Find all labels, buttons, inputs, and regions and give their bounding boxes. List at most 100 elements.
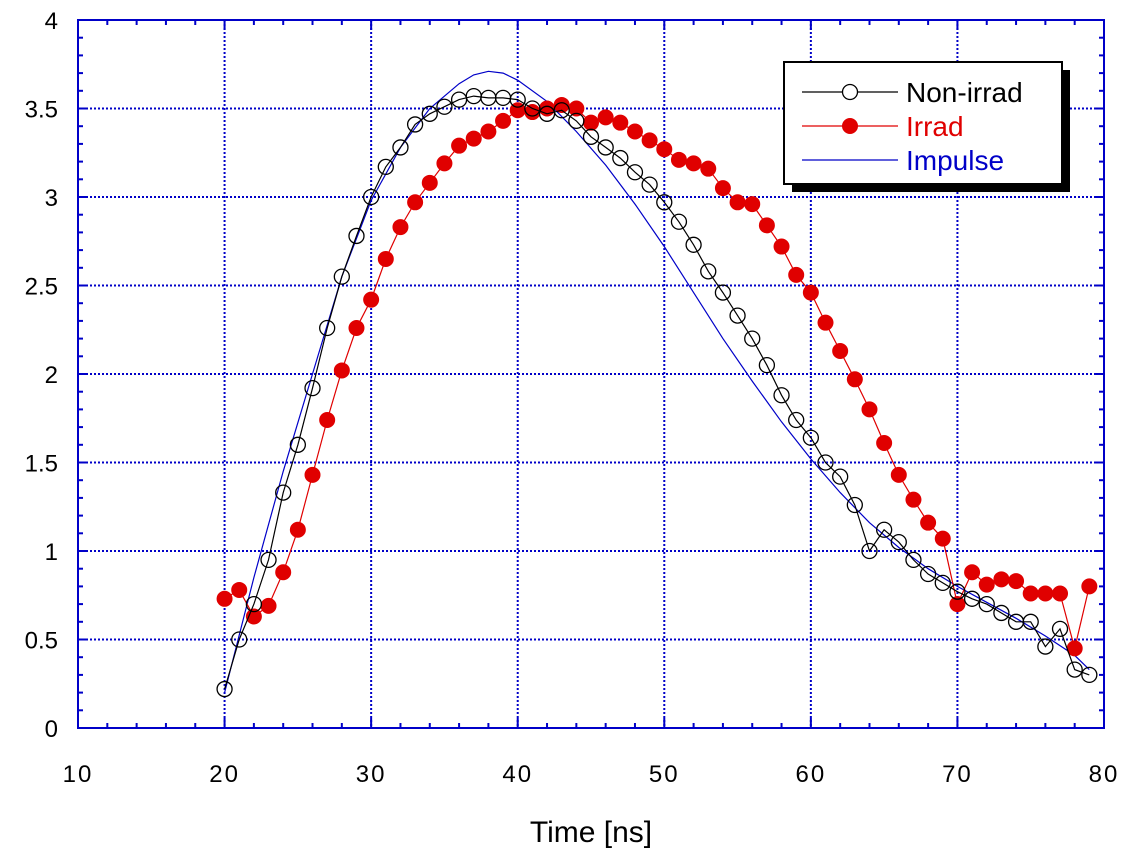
data-point-non-irrad	[890, 534, 907, 551]
data-point-non-irrad	[1037, 638, 1054, 655]
data-point-irrad	[289, 521, 306, 538]
data-point-irrad	[392, 219, 409, 236]
data-point-irrad	[583, 114, 599, 131]
data-point-non-irrad	[406, 116, 424, 133]
legend-item-impulse: Impulse	[802, 145, 1004, 176]
legend-swatch-marker	[841, 83, 859, 101]
data-point-irrad	[436, 155, 453, 172]
data-point-non-irrad	[875, 521, 893, 538]
data-point-irrad	[480, 123, 497, 140]
data-point-non-irrad	[1081, 666, 1098, 684]
data-point-irrad	[685, 155, 702, 172]
legend-label: Impulse	[906, 145, 1004, 176]
data-point-non-irrad	[1022, 613, 1039, 630]
data-point-non-irrad	[392, 139, 409, 156]
data-point-irrad	[758, 217, 775, 234]
data-point-irrad	[216, 590, 233, 607]
data-point-non-irrad	[216, 680, 233, 698]
data-point-irrad	[612, 114, 629, 131]
data-point-irrad	[1037, 585, 1054, 602]
data-point-irrad	[495, 112, 512, 129]
data-point-irrad	[363, 291, 380, 308]
data-point-irrad	[348, 319, 365, 336]
y-tick-label: 4	[45, 8, 58, 35]
data-point-non-irrad	[905, 551, 922, 568]
x-tick-label: 50	[649, 761, 680, 788]
data-point-non-irrad	[597, 139, 614, 156]
data-point-non-irrad	[656, 194, 673, 211]
axis-ticks	[77, 19, 1105, 729]
data-point-non-irrad	[333, 268, 350, 285]
series-irrad	[216, 96, 1098, 657]
data-point-irrad	[407, 194, 424, 211]
series-line-impulse	[224, 70, 1090, 693]
data-point-non-irrad	[319, 319, 336, 337]
data-point-irrad	[876, 435, 893, 452]
series-non-irrad	[216, 87, 1098, 698]
data-point-non-irrad	[773, 387, 790, 404]
data-point-non-irrad	[377, 158, 394, 176]
data-point-non-irrad	[289, 436, 307, 453]
x-axis-title: Time [ns]	[530, 816, 652, 849]
y-tick-label: 3.5	[25, 97, 58, 124]
x-tick-label: 40	[502, 761, 533, 788]
data-point-non-irrad	[744, 330, 761, 347]
data-point-irrad	[714, 180, 731, 197]
data-point-non-irrad	[641, 176, 658, 193]
y-tick-label: 0.5	[25, 628, 58, 655]
x-tick-label: 10	[63, 761, 94, 788]
data-point-irrad	[626, 123, 643, 140]
data-point-non-irrad	[524, 100, 541, 117]
data-point-non-irrad	[612, 149, 629, 167]
data-point-non-irrad	[802, 429, 820, 446]
data-point-irrad	[275, 564, 292, 581]
data-point-non-irrad	[245, 595, 263, 613]
data-point-non-irrad	[626, 164, 644, 181]
data-point-non-irrad	[919, 565, 937, 583]
data-point-non-irrad	[304, 380, 321, 397]
data-point-non-irrad	[861, 542, 878, 560]
data-point-irrad	[993, 571, 1010, 588]
data-point-non-irrad	[846, 496, 863, 514]
data-point-non-irrad	[758, 356, 776, 374]
data-point-non-irrad	[714, 284, 732, 301]
series-impulse	[224, 70, 1090, 693]
data-point-irrad	[1008, 573, 1025, 590]
data-point-irrad	[304, 466, 321, 483]
data-point-irrad	[832, 342, 849, 359]
data-point-irrad	[231, 581, 248, 598]
data-point-non-irrad	[231, 631, 248, 648]
data-point-irrad	[641, 132, 658, 149]
x-tick-label: 80	[1089, 761, 1120, 788]
y-tick-label: 1.5	[25, 451, 58, 478]
legend-label: Irrad	[906, 111, 964, 142]
x-tick-label: 30	[356, 761, 387, 788]
data-point-non-irrad	[934, 574, 951, 592]
data-point-irrad	[1022, 585, 1039, 602]
y-tick-label: 2	[45, 362, 58, 389]
data-point-irrad	[524, 104, 541, 121]
data-point-non-irrad	[685, 236, 702, 253]
x-tick-label: 20	[209, 761, 240, 788]
data-point-irrad	[377, 250, 394, 267]
data-point-irrad	[260, 597, 277, 614]
data-point-non-irrad	[670, 213, 688, 230]
legend-label: Non-irrad	[906, 77, 1023, 108]
data-point-irrad	[949, 596, 966, 613]
data-point-non-irrad	[260, 551, 277, 568]
data-point-non-irrad	[1051, 620, 1069, 638]
data-point-non-irrad	[348, 227, 365, 245]
data-point-non-irrad	[700, 263, 717, 280]
legend-swatch-marker	[842, 118, 858, 134]
data-point-non-irrad	[832, 468, 849, 485]
data-point-non-irrad	[275, 484, 292, 501]
data-point-non-irrad	[436, 98, 453, 115]
data-point-irrad	[964, 564, 981, 581]
legend-box	[783, 61, 1063, 185]
y-tick-label: 1	[45, 539, 58, 566]
data-point-non-irrad	[963, 590, 981, 607]
data-point-irrad	[846, 371, 863, 388]
data-point-non-irrad	[993, 604, 1010, 622]
